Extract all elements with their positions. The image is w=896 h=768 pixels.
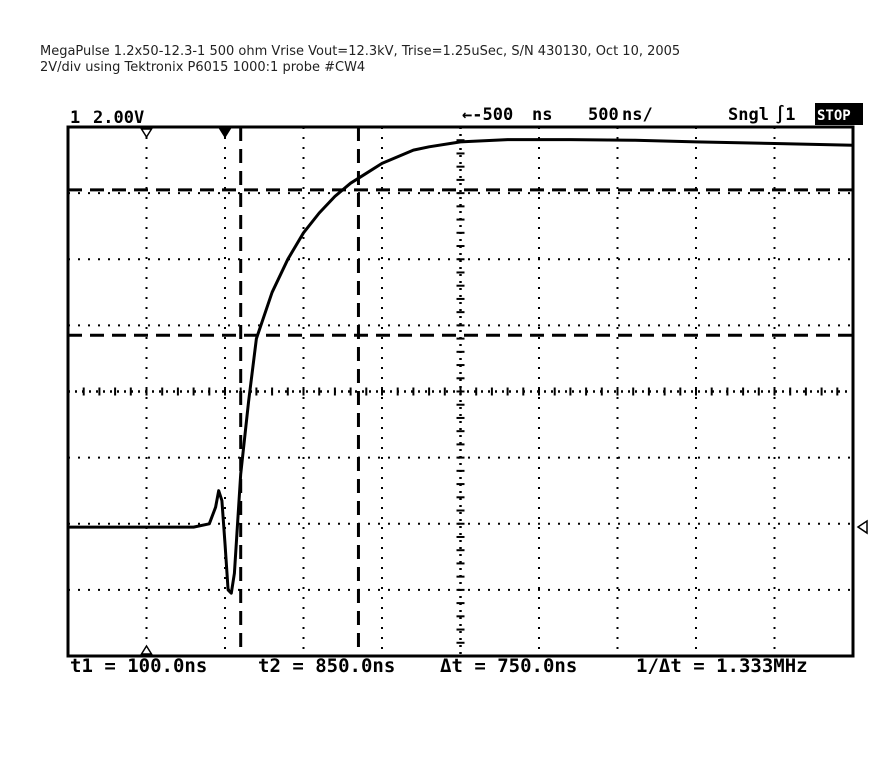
horizontal-reference-marker <box>140 128 153 139</box>
baseline-marker <box>140 644 153 655</box>
acquisition-mode: Sngl <box>728 105 769 125</box>
trigger-position-unit: ns <box>532 105 552 125</box>
time-per-div: 500 <box>588 105 619 125</box>
figure-caption: MegaPulse 1.2x50-12.3-1 500 ohm Vrise Vo… <box>40 44 880 76</box>
inverse-delta-t-readout: 1/Δt = 1.333MHz <box>636 655 808 677</box>
screen-markers <box>140 128 868 655</box>
time-per-div-unit: ns/ <box>622 105 653 125</box>
trigger-point-marker <box>218 128 232 139</box>
cursor-t2-readout: t2 = 850.0ns <box>258 655 395 677</box>
caption-line-2: 2V/div using Tektronix P6015 1000:1 prob… <box>40 60 366 75</box>
run-state-badge <box>815 103 863 125</box>
waveform-trace <box>68 138 854 595</box>
volts-per-div: 2.00V <box>93 108 144 128</box>
measurement-cursors <box>68 127 853 656</box>
run-state-label: STOP <box>817 108 851 124</box>
trigger-slope-symbol: ∫1 <box>775 104 795 125</box>
trigger-position: ←-500 <box>462 105 513 125</box>
cursor-t1-readout: t1 = 100.0ns <box>70 655 207 677</box>
graticule-grid <box>68 127 853 656</box>
delta-t-readout: Δt = 750.0ns <box>440 655 577 677</box>
channel-number: 1 <box>70 108 80 128</box>
channel-ground-marker <box>856 519 868 535</box>
caption-line-1: MegaPulse 1.2x50-12.3-1 500 ohm Vrise Vo… <box>40 44 681 59</box>
